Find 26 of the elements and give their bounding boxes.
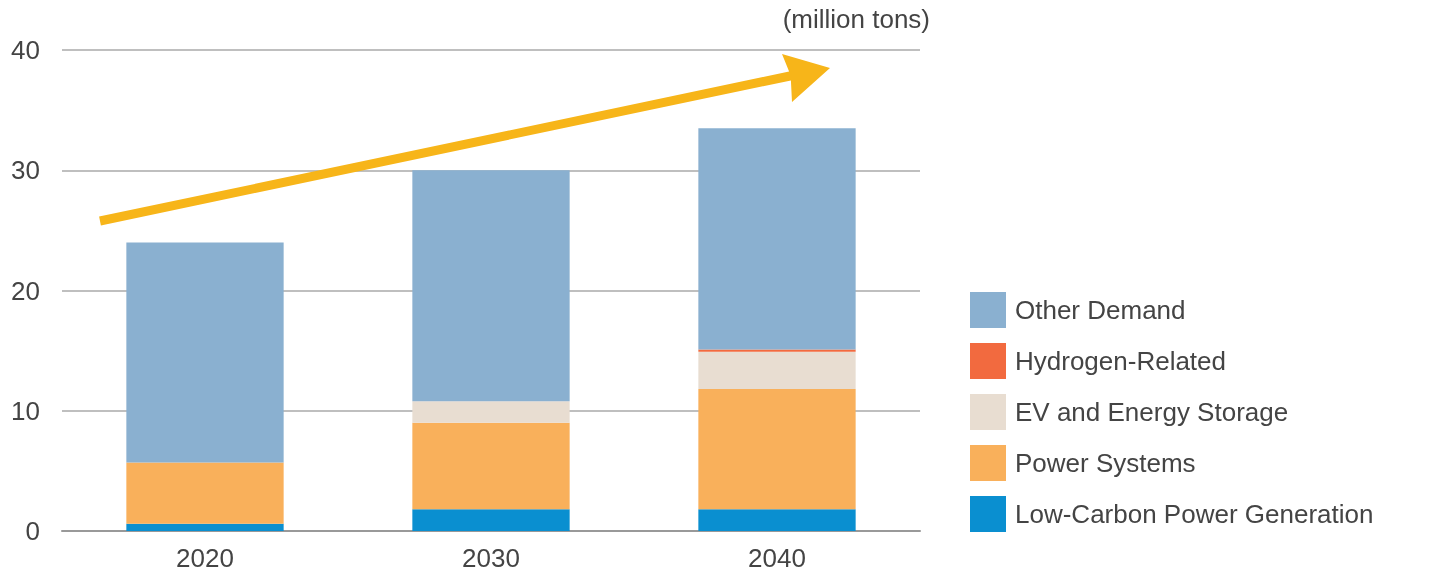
- bar: [698, 389, 856, 510]
- bar: [412, 509, 570, 531]
- y-tick-label: 0: [25, 516, 40, 546]
- legend-label: Low-Carbon Power Generation: [1015, 499, 1374, 529]
- bar: [126, 462, 284, 524]
- y-tick-label: 10: [11, 395, 40, 426]
- bar: [412, 170, 570, 402]
- x-tick-label: 2020: [176, 543, 234, 573]
- y-tick-label: 30: [11, 155, 40, 186]
- bar: [698, 128, 856, 350]
- y-tick-label: 40: [11, 35, 40, 65]
- y-tick-label: 20: [11, 275, 40, 306]
- bar: [126, 523, 284, 531]
- bar: [126, 242, 284, 463]
- legend-label: Power Systems: [1015, 448, 1196, 478]
- bar: [698, 349, 856, 352]
- y-axis-title: (million tons): [782, 4, 931, 34]
- bar: [412, 422, 570, 510]
- bar: [698, 351, 856, 390]
- x-tick-label: 2040: [748, 543, 806, 573]
- x-tick-label: 2030: [462, 543, 520, 573]
- legend-label: Other Demand: [1015, 295, 1186, 325]
- legend-label: Hydrogen-Related: [1015, 346, 1227, 376]
- bar: [698, 509, 856, 531]
- bar: [412, 401, 570, 423]
- legend-label: EV and Energy Storage: [1015, 397, 1289, 427]
